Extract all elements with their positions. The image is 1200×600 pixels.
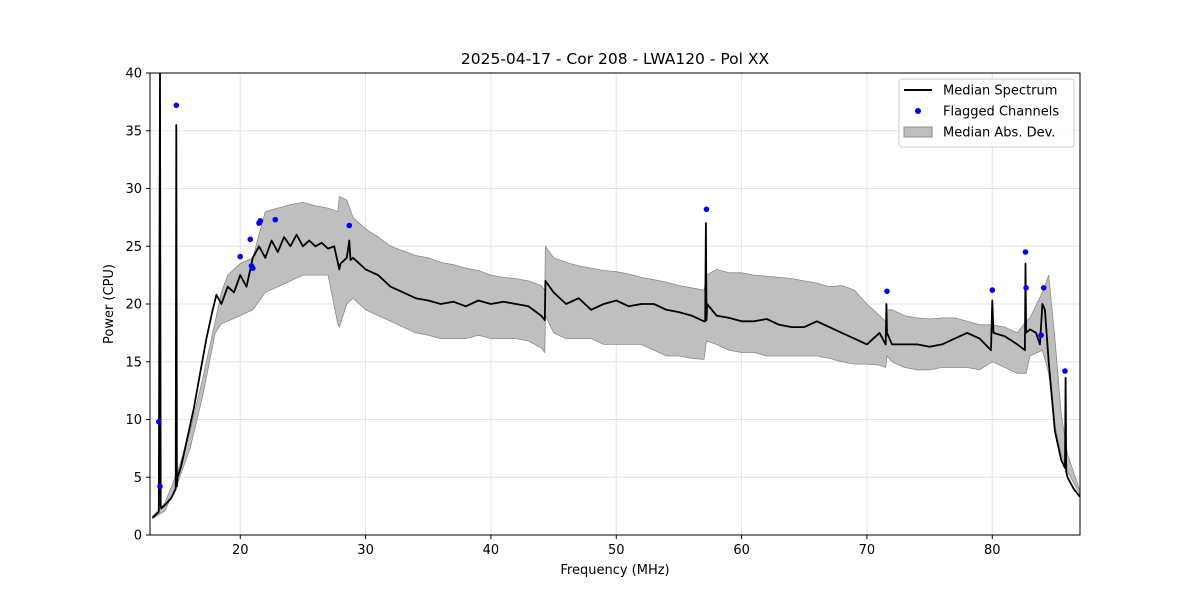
x-tick-label: 50	[608, 543, 625, 558]
x-tick-label: 70	[859, 543, 876, 558]
flagged-channel-point	[250, 265, 256, 272]
y-tick-label: 5	[134, 471, 142, 486]
legend-box	[898, 78, 1075, 148]
flagged-channel-point	[1023, 285, 1029, 291]
legend: Median Spectrum Flagged Channels Median …	[898, 78, 1075, 148]
median-line-layer	[151, 73, 1080, 519]
legend-label-median-abs-dev: Median Abs. Dev.	[943, 126, 1055, 141]
flagged-channel-point	[272, 216, 279, 223]
flagged-channel-point	[237, 253, 243, 260]
x-axis-title: Frequency (MHz)	[560, 563, 669, 578]
ticks: 20 30 40 50 60 70 80 0 5 10 15 20 25 30 35 40	[125, 67, 1000, 559]
x-tick-label: 60	[733, 543, 750, 558]
median-spectrum-line	[151, 73, 1080, 519]
legend-label-median-spectrum: Median Spectrum	[943, 84, 1057, 99]
legend-flagged-marker-key	[915, 108, 921, 114]
flagged-channel-point	[1038, 332, 1044, 339]
y-tick-label: 35	[125, 124, 142, 139]
y-tick-label: 20	[125, 298, 142, 313]
legend-label-flagged-channels: Flagged Channels	[943, 105, 1059, 120]
y-tick-label: 10	[125, 413, 142, 428]
flagged-channel-point	[989, 287, 996, 293]
flagged-channel-point	[1062, 368, 1068, 374]
x-tick-label: 30	[357, 543, 374, 558]
flagged-channel-point	[703, 206, 710, 213]
flagged-channel-point	[247, 236, 254, 243]
chart-title: 2025-04-17 - Cor 208 - LWA120 - Pol XX	[461, 50, 770, 68]
x-tick-label: 20	[232, 543, 249, 558]
mad-band-layer	[152, 195, 1080, 520]
x-tick-label: 80	[984, 543, 1001, 558]
flagged-channel-point	[257, 218, 264, 224]
y-tick-label: 30	[125, 182, 142, 197]
y-tick-label: 25	[125, 240, 142, 255]
y-tick-label: 15	[125, 355, 142, 370]
flagged-channel-point	[1022, 249, 1029, 255]
y-tick-label: 0	[134, 529, 142, 544]
flagged-channel-point	[1040, 285, 1047, 291]
legend-mad-patch-key	[903, 126, 933, 138]
flagged-channel-point	[156, 419, 162, 425]
y-axis-title: Power (CPU)	[102, 264, 117, 344]
flagged-channel-point	[157, 483, 163, 490]
flagged-channel-point	[346, 222, 353, 229]
x-tick-label: 40	[483, 543, 500, 558]
mad-band	[152, 195, 1080, 520]
flagged-channel-point	[884, 288, 890, 295]
y-tick-label: 40	[125, 67, 142, 82]
flagged-markers-layer	[156, 102, 1068, 490]
flagged-channel-point	[173, 102, 180, 109]
